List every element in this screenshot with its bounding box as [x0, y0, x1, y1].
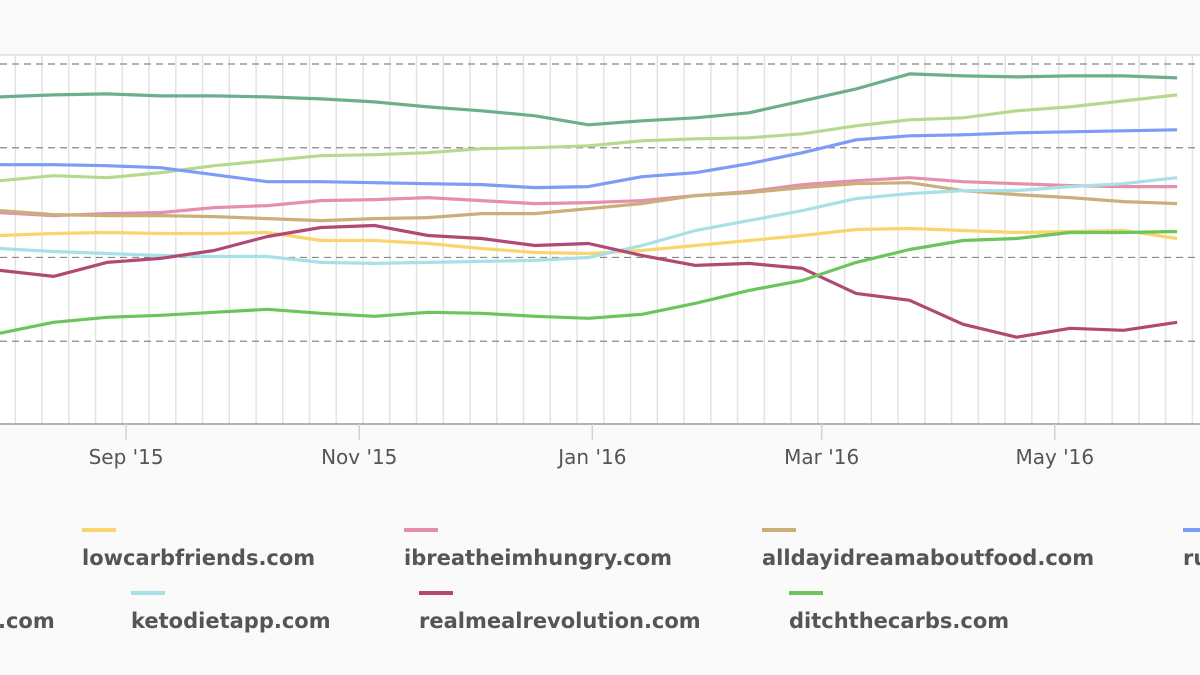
legend-swatch: [789, 591, 823, 595]
series-line-lowcarbfriends-com[interactable]: [0, 226, 1178, 256]
legend-label: .com: [0, 609, 55, 633]
legend-swatch: [419, 591, 453, 595]
x-axis-ticks: Sep '15 Nov '15 Jan '16 Mar '16 May '16: [89, 424, 1094, 469]
legend-label: realmealrevolution.com: [419, 609, 701, 633]
legend-label: ditchthecarbs.com: [789, 609, 1010, 633]
legend-label: lowcarbfriends.com: [82, 546, 316, 570]
legend-label: ibreatheimhungry.com: [404, 546, 673, 570]
series-line-ru[interactable]: [0, 128, 1178, 190]
legend-swatch: [404, 528, 438, 532]
series-line-unlabeled-1[interactable]: [0, 93, 1178, 183]
legend-label: ketodietapp.com: [131, 609, 331, 633]
legend-swatch: [762, 528, 796, 532]
series-line-ibreatheimhungry-com[interactable]: [0, 176, 1178, 218]
legend-swatch: [131, 591, 165, 595]
legend-swatch: [82, 528, 116, 532]
line-chart: Sep '15 Nov '15 Jan '16 Mar '16 May '16: [0, 54, 1200, 469]
legend-label: ru: [1183, 546, 1200, 570]
vertical-gridlines: [14, 55, 1194, 424]
series-line-ketodietapp-com[interactable]: [0, 176, 1178, 265]
series-line-ditchthecarbs-com[interactable]: [0, 229, 1178, 335]
x-tick-label: Sep '15: [89, 445, 164, 469]
series-line-realmealrevolution-com[interactable]: [0, 223, 1178, 339]
x-tick-label: Nov '15: [321, 445, 397, 469]
x-tick-label: Mar '16: [784, 445, 859, 469]
x-tick-label: May '16: [1015, 445, 1094, 469]
legend-swatch: [1183, 528, 1200, 532]
series-line-unlabeled-0[interactable]: [0, 72, 1178, 127]
x-tick-label: Jan '16: [556, 445, 626, 469]
legend-label: alldayidreamaboutfood.com: [762, 546, 1095, 570]
series-lines: [0, 72, 1178, 339]
horizontal-gridlines: [0, 63, 1200, 342]
